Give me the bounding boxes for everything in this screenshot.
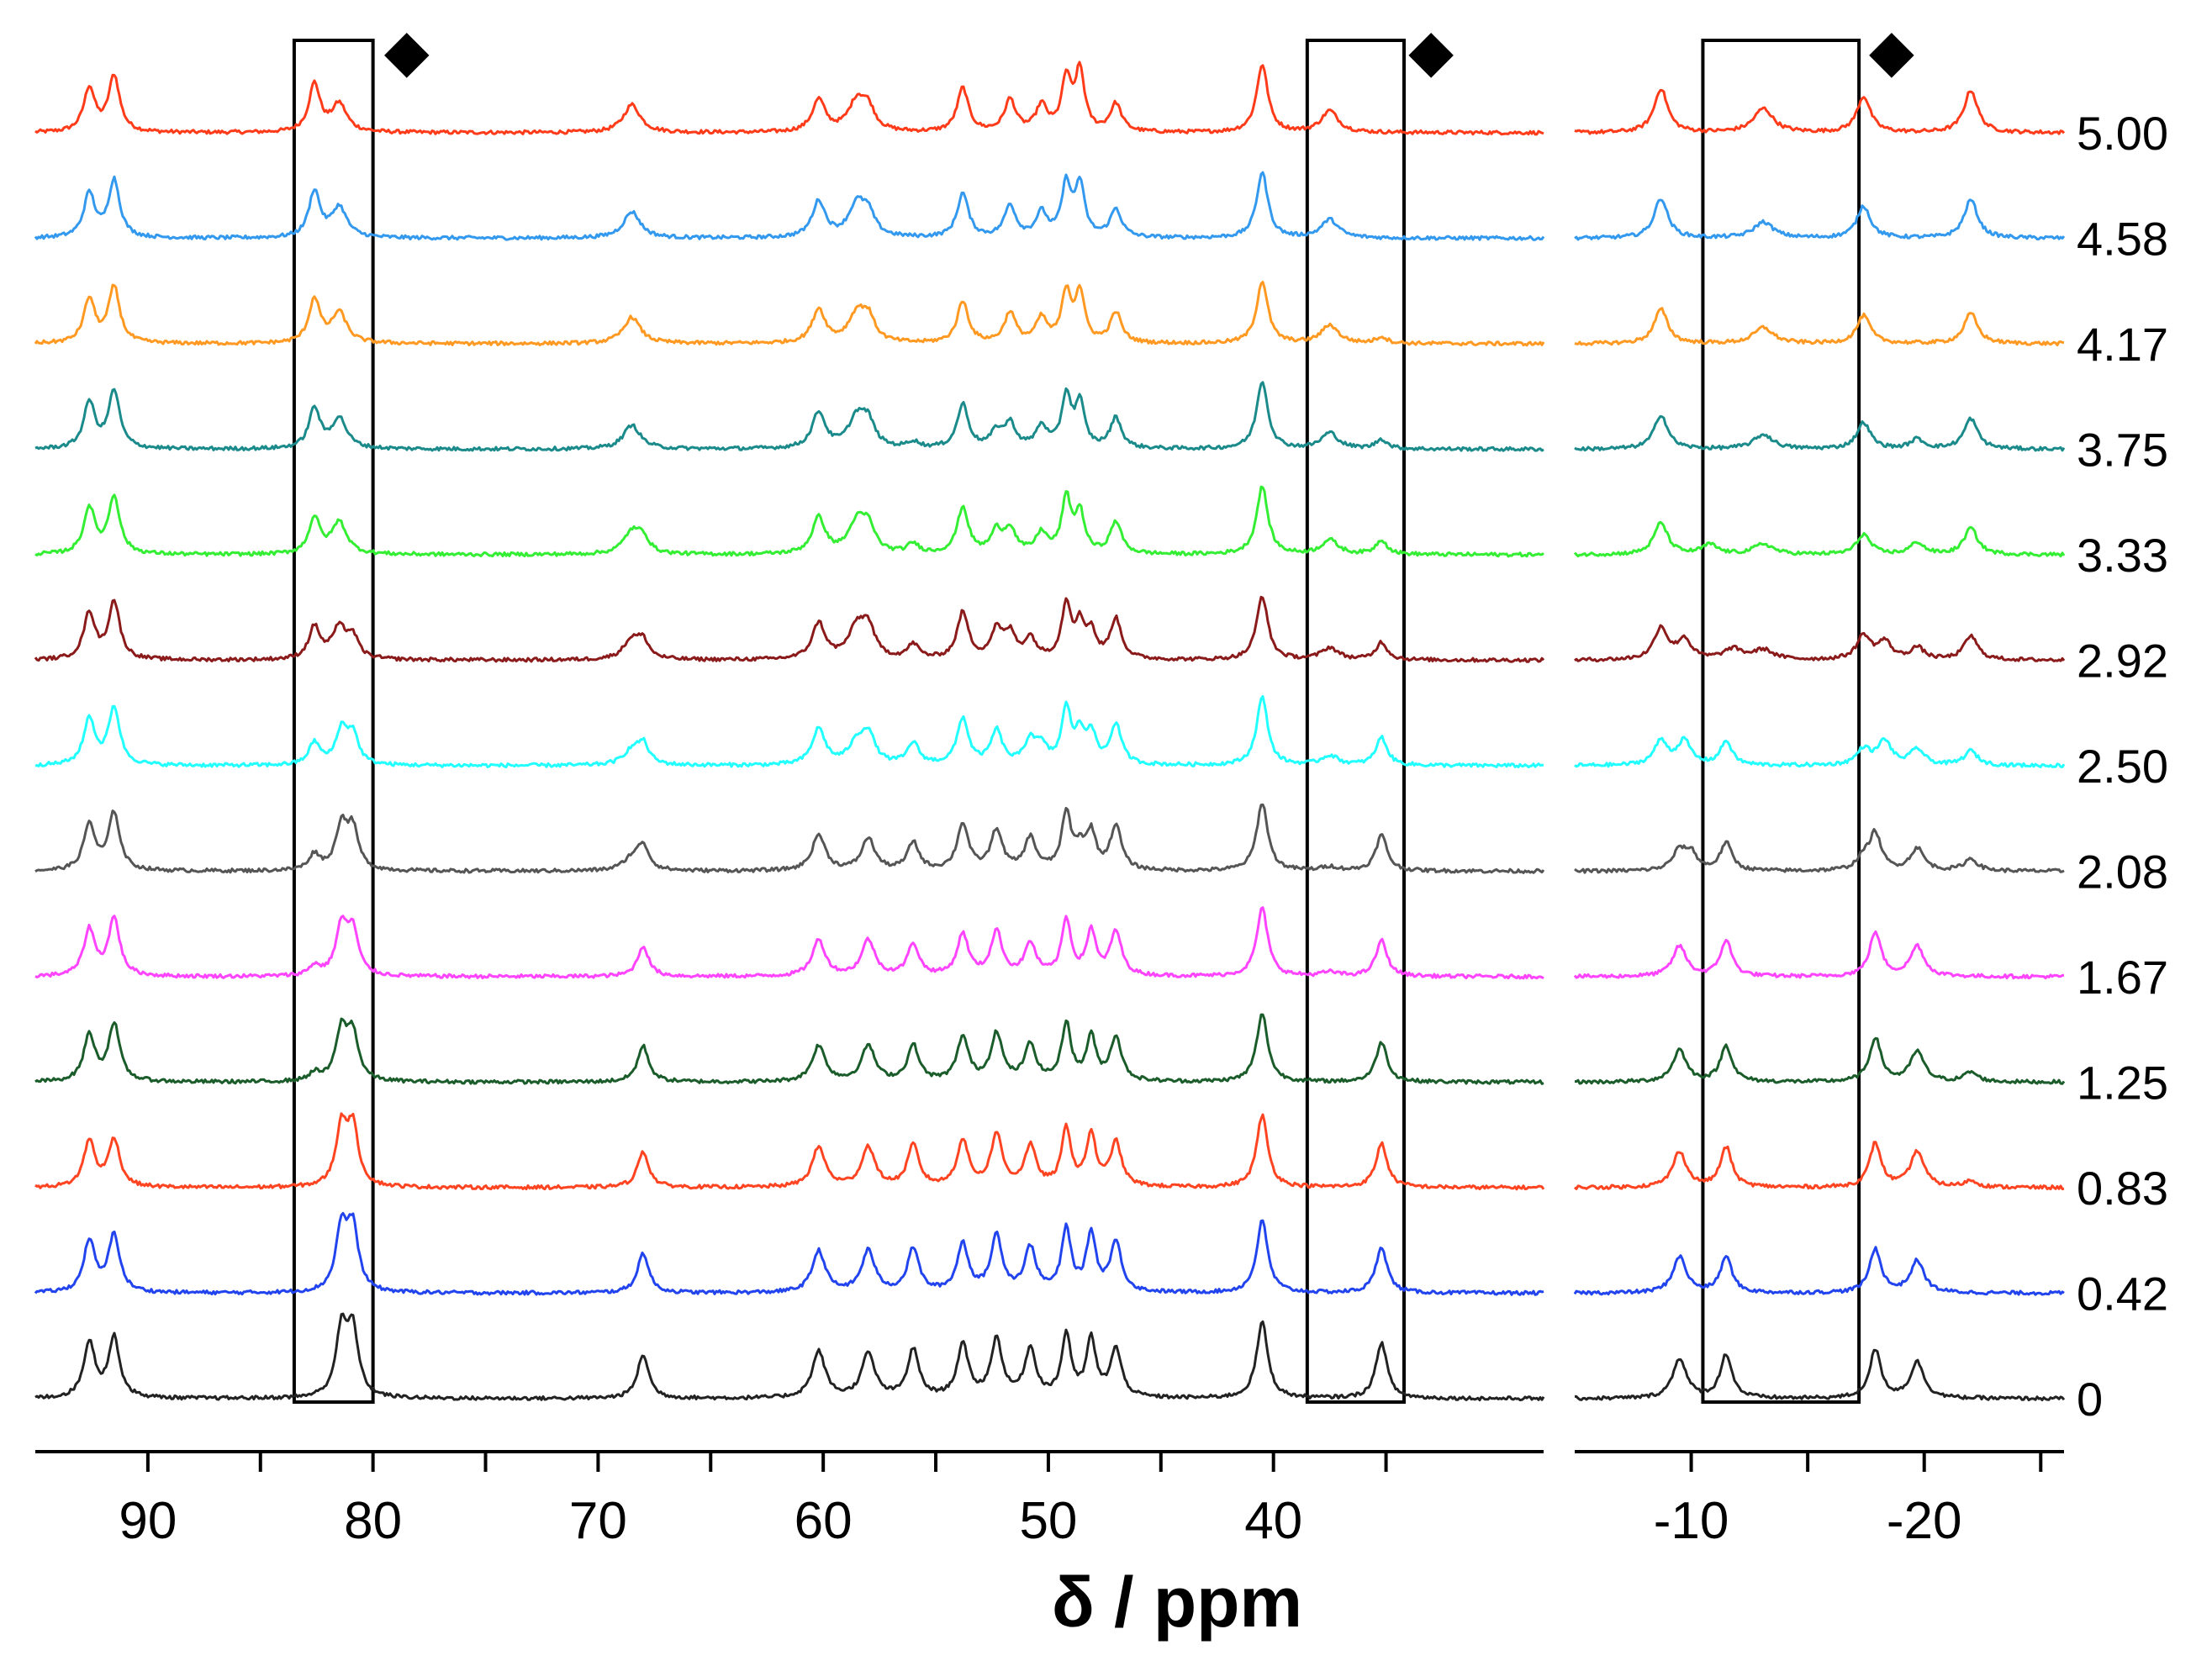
spectrum-line-main: [34, 1013, 1544, 1085]
tick-label: -20: [1887, 1492, 1962, 1550]
spectrum-line-right: [1573, 520, 2066, 558]
spectra-series: [34, 61, 2066, 1402]
tick-label: 50: [1019, 1492, 1077, 1550]
series-label: 0: [2077, 1373, 2103, 1426]
spectrum-line-main: [34, 61, 1544, 136]
tick-label: 40: [1244, 1492, 1302, 1550]
series-label: 3.75: [2077, 424, 2168, 477]
spectrum-line-main: [34, 1312, 1545, 1402]
spectrum-line-right: [1574, 198, 2066, 241]
series-label: 1.67: [2077, 951, 2168, 1004]
spectrum-line-right: [1575, 1348, 2066, 1402]
spectrum-line-main: [34, 1211, 1544, 1296]
spectrum-line-right: [1574, 735, 2066, 768]
spectrum-line-main: [34, 1112, 1545, 1191]
series-label: 2.92: [2077, 635, 2168, 688]
spectrum-line-right: [1574, 828, 2065, 874]
diamond-marker-icon: ◆: [1869, 18, 1914, 83]
series-label: 2.08: [2077, 846, 2168, 899]
series-label: 0.42: [2077, 1268, 2168, 1321]
highlight-boxes: ◆ ◆ ◆: [292, 18, 1914, 1404]
series-label: 4.17: [2077, 318, 2168, 371]
spectrum-line-right: [1574, 88, 2066, 135]
series-label: 2.50: [2077, 740, 2168, 793]
spectrum-line-right: [1574, 307, 2065, 347]
x-axis: 90 80 70 60 50 40 -10 -20: [35, 1450, 2064, 1550]
diamond-marker-icon: ◆: [384, 18, 430, 83]
tick-label: 90: [119, 1492, 177, 1550]
series-label: 3.33: [2077, 529, 2168, 582]
series-label: 4.58: [2077, 213, 2168, 266]
spectrum-line-right: [1574, 624, 2066, 663]
spectrum-line-main: [34, 381, 1544, 452]
spectrum-line-main: [34, 171, 1545, 241]
x-axis-title: δ / ppm: [1052, 1563, 1302, 1642]
spectrum-line-right: [1573, 1141, 2065, 1191]
spectrum-line-right: [1574, 414, 2066, 452]
spectrum-line-right: [1573, 1246, 2065, 1296]
tick-label: 70: [569, 1492, 627, 1550]
tick-label: -10: [1654, 1492, 1729, 1550]
spectrum-line-main: [34, 485, 1544, 558]
highlight-box: [292, 39, 375, 1404]
series-label: 5.00: [2077, 107, 2168, 160]
spectrum-line-right: [1574, 1036, 2066, 1085]
spectrum-line-right: [1573, 930, 2064, 980]
tick-label: 60: [795, 1492, 853, 1550]
spectrum-line-main: [34, 803, 1545, 874]
tick-label: 80: [344, 1492, 402, 1550]
series-label: 0.83: [2077, 1162, 2168, 1215]
spectrum-line-main: [34, 906, 1544, 980]
highlight-box: [1305, 39, 1406, 1404]
spectrum-line-main: [34, 695, 1544, 769]
series-labels: 5.00 4.58 4.17 3.75 3.33 2.92 2.50 2.08 1.67 1.25…: [2077, 107, 2168, 1426]
diamond-marker-icon: ◆: [1408, 18, 1454, 83]
highlight-box: [1701, 39, 1861, 1404]
spectrum-line-main: [34, 595, 1545, 663]
series-label: 1.25: [2077, 1057, 2168, 1110]
spectrum-line-main: [34, 281, 1545, 347]
